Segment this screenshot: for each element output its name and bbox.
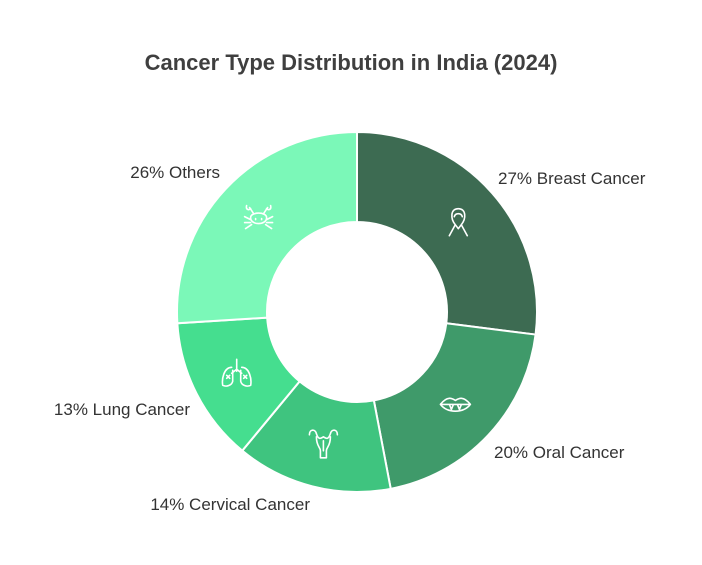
- ribbon-icon: [448, 207, 469, 237]
- mouth-icon: [439, 397, 472, 412]
- uterus-icon: [308, 429, 339, 459]
- slice-label: 27% Breast Cancer: [498, 169, 646, 188]
- slice-label: 26% Others: [130, 163, 220, 182]
- slice-others: [176, 130, 358, 325]
- slice-breast-cancer: [356, 130, 538, 336]
- slice-label: 20% Oral Cancer: [494, 443, 625, 462]
- chart-title: Cancer Type Distribution in India (2024): [144, 50, 558, 75]
- slice-oral-cancer: [372, 322, 537, 490]
- crab-icon: [243, 204, 274, 230]
- slice-label: 13% Lung Cancer: [54, 400, 190, 419]
- slice-label: 14% Cervical Cancer: [150, 495, 310, 514]
- lungs-icon: [221, 358, 252, 387]
